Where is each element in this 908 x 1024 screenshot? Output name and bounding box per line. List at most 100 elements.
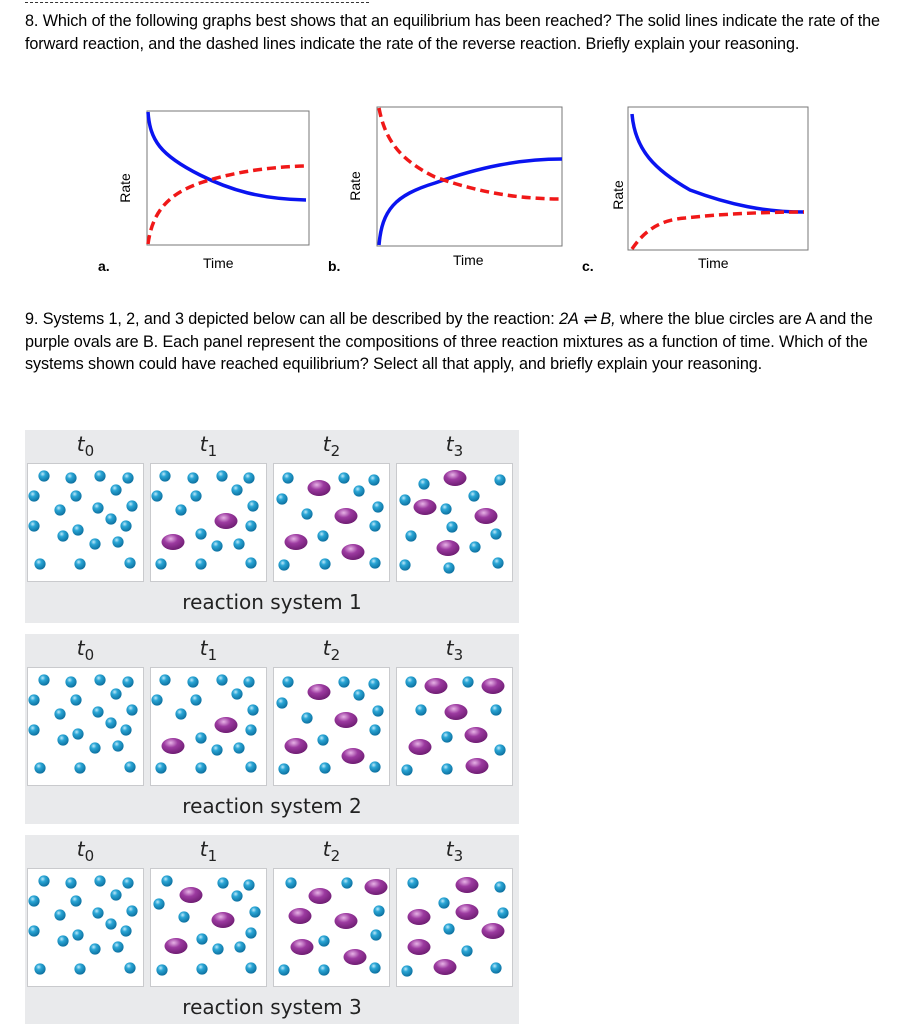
molecule-A-icon [34, 963, 46, 975]
system-label: reaction system 2 [182, 794, 362, 818]
molecule-A-icon [54, 504, 66, 516]
molecule-A-icon [243, 676, 255, 688]
molecule-A-icon [105, 918, 117, 930]
molecule-A-icon [92, 502, 104, 514]
system-label: reaction system 3 [182, 995, 362, 1019]
molecule-B-icon [161, 534, 185, 550]
molecule-A-icon [446, 521, 458, 533]
molecule-A-icon [317, 734, 329, 746]
molecule-A-icon [126, 704, 138, 716]
molecule-B-icon [364, 879, 388, 895]
molecule-A-icon [233, 742, 245, 754]
molecule-A-icon [369, 724, 381, 736]
time-label-t2: t2 [322, 432, 341, 460]
molecule-A-icon [492, 557, 504, 569]
molecule-A-icon [187, 472, 199, 484]
molecule-B-icon [284, 534, 308, 550]
molecule-A-icon [245, 962, 257, 974]
molecule-A-icon [54, 708, 66, 720]
molecule-A-icon [247, 500, 259, 512]
molecule-A-icon [338, 472, 350, 484]
molecule-A-icon [319, 762, 331, 774]
graph-a-label: a. [98, 258, 110, 274]
molecule-B-icon [288, 908, 312, 924]
molecule-A-icon [494, 474, 506, 486]
molecule-A-icon [122, 877, 134, 889]
molecule-A-icon [243, 472, 255, 484]
molecule-A-icon [110, 688, 122, 700]
molecule-A-icon [92, 706, 104, 718]
molecule-panel-svg [28, 674, 138, 774]
molecule-A-icon [301, 508, 313, 520]
graph-c: Rate Time c. [570, 95, 830, 280]
graph-b-label: b. [328, 258, 341, 274]
panel-system2-t1 [150, 667, 267, 786]
molecule-A-icon [368, 474, 380, 486]
molecule-B-icon [481, 678, 505, 694]
graph-c-xlabel: Time [698, 255, 729, 271]
time-label-t0: t0 [76, 837, 95, 865]
molecule-B-icon [334, 712, 358, 728]
panel-system3-t1 [150, 868, 267, 987]
molecule-B-icon [465, 758, 489, 774]
molecule-A-icon [441, 731, 453, 743]
molecule-A-icon [441, 763, 453, 775]
molecule-A-icon [369, 962, 381, 974]
molecule-A-icon [443, 562, 455, 574]
molecule-A-icon [338, 676, 350, 688]
molecule-B-icon [307, 480, 331, 496]
molecule-A-icon [195, 732, 207, 744]
molecule-A-icon [94, 875, 106, 887]
molecule-A-icon [112, 941, 124, 953]
molecule-A-icon [494, 744, 506, 756]
molecule-B-icon [407, 909, 431, 925]
molecule-A-icon [120, 724, 132, 736]
graph-a-xlabel: Time [203, 255, 234, 271]
molecule-A-icon [94, 674, 106, 686]
molecule-A-icon [151, 490, 163, 502]
molecule-A-icon [231, 688, 243, 700]
molecule-B-icon [343, 949, 367, 965]
molecule-A-icon [399, 559, 411, 571]
molecule-A-icon [372, 501, 384, 513]
graph-b-xlabel: Time [453, 252, 484, 268]
molecule-A-icon [124, 557, 136, 569]
molecule-B-icon [214, 717, 238, 733]
molecule-A-icon [418, 478, 430, 490]
molecule-panel-svg [401, 676, 506, 776]
molecule-A-icon [443, 923, 455, 935]
molecule-A-icon [57, 734, 69, 746]
molecule-A-icon [401, 965, 413, 977]
molecule-panel-svg [28, 875, 138, 975]
molecule-A-icon [178, 911, 190, 923]
molecule-A-icon [28, 490, 40, 502]
molecule-A-icon [105, 513, 117, 525]
question-8-text: 8. Which of the following graphs best sh… [25, 12, 880, 53]
molecule-B-icon [455, 904, 479, 920]
molecule-A-icon [196, 963, 208, 975]
molecule-A-icon [217, 877, 229, 889]
molecule-A-icon [110, 484, 122, 496]
molecule-A-icon [462, 676, 474, 688]
molecule-A-icon [368, 678, 380, 690]
molecule-A-icon [490, 962, 502, 974]
molecule-A-icon [28, 724, 40, 736]
time-label-t0: t0 [76, 432, 95, 460]
molecule-A-icon [65, 472, 77, 484]
molecule-A-icon [285, 877, 297, 889]
panel-system2-t3 [396, 667, 513, 786]
molecule-A-icon [92, 907, 104, 919]
molecule-A-icon [245, 724, 257, 736]
molecule-A-icon [233, 538, 245, 550]
molecule-panel-svg [153, 875, 261, 976]
molecule-panel-svg [28, 470, 138, 570]
molecule-A-icon [65, 877, 77, 889]
molecule-A-icon [497, 907, 509, 919]
molecule-A-icon [211, 744, 223, 756]
molecule-A-icon [341, 877, 353, 889]
time-label-t1: t1 [199, 837, 218, 865]
graph-a-plot [146, 110, 310, 246]
molecule-B-icon [341, 748, 365, 764]
molecule-B-icon [179, 887, 203, 903]
molecule-B-icon [341, 544, 365, 560]
